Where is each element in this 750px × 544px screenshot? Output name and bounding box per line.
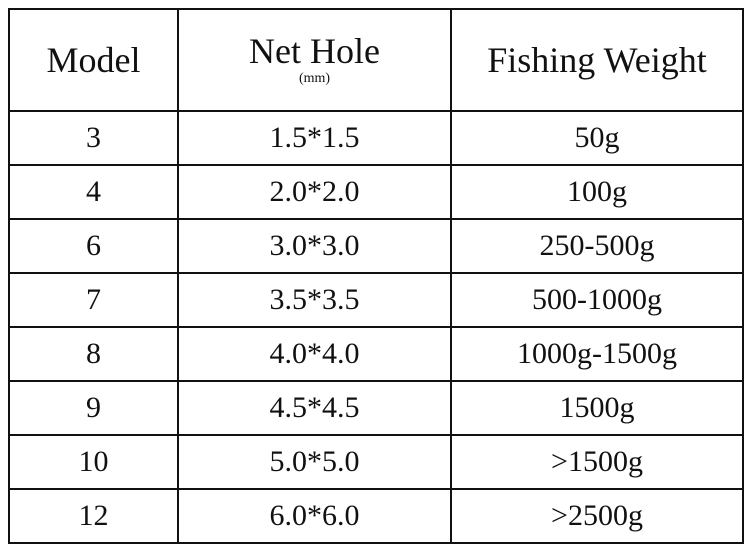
table-cell: 12 — [8, 488, 179, 544]
table-cell: 8 — [8, 326, 179, 382]
table-cell: 1000g-1500g — [450, 326, 744, 382]
table-cell: 250-500g — [450, 218, 744, 274]
table-cell: 500-1000g — [450, 272, 744, 328]
table-cell: 4.0*4.0 — [177, 326, 452, 382]
table-row: 10 5.0*5.0 >1500g — [8, 434, 744, 490]
header-cell: Model — [8, 8, 179, 112]
unit-text: (mm) — [298, 71, 331, 86]
table-cell: 1500g — [450, 380, 744, 436]
spec-table: Model Net Hole (mm) Fishing Weight 3 1.5*1… — [8, 8, 744, 544]
table-cell: 2.0*2.0 — [177, 164, 452, 220]
table-cell: 50g — [450, 110, 744, 166]
table-cell: >1500g — [450, 434, 744, 490]
table-cell: 7 — [8, 272, 179, 328]
table-cell: 4.5*4.5 — [177, 380, 452, 436]
table-row: 9 4.5*4.5 1500g — [8, 380, 744, 436]
table-cell: 6.0*6.0 — [177, 488, 452, 544]
table-cell: 6 — [8, 218, 179, 274]
table-row: 7 3.5*3.5 500-1000g — [8, 272, 744, 328]
table-row: 6 3.0*3.0 250-500g — [8, 218, 744, 274]
table-body: 3 1.5*1.5 50g 4 2.0*2.0 100g 6 3.0*3.0 250-500g 7… — [8, 110, 744, 544]
header-text: Model — [46, 40, 141, 80]
table-cell: 5.0*5.0 — [177, 434, 452, 490]
table-row: 3 1.5*1.5 50g — [8, 110, 744, 166]
table-cell: 10 — [8, 434, 179, 490]
table-cell: 3.5*3.5 — [177, 272, 452, 328]
table-cell: 100g — [450, 164, 744, 220]
table-cell: 3 — [8, 110, 179, 166]
header-text: Net Hole — [249, 31, 380, 71]
table-row: 8 4.0*4.0 1000g-1500g — [8, 326, 744, 382]
header-cell: Net Hole (mm) — [177, 8, 452, 112]
table-row: 4 2.0*2.0 100g — [8, 164, 744, 220]
table-cell: 1.5*1.5 — [177, 110, 452, 166]
header-row: Model Net Hole (mm) Fishing Weight — [8, 8, 744, 112]
table-cell: >2500g — [450, 488, 744, 544]
table-cell: 4 — [8, 164, 179, 220]
table-cell: 3.0*3.0 — [177, 218, 452, 274]
table-cell: 9 — [8, 380, 179, 436]
table-header: Model Net Hole (mm) Fishing Weight — [8, 8, 744, 112]
header-text: Fishing Weight — [487, 40, 707, 80]
header-cell: Fishing Weight — [450, 8, 744, 112]
table-row: 12 6.0*6.0 >2500g — [8, 488, 744, 544]
